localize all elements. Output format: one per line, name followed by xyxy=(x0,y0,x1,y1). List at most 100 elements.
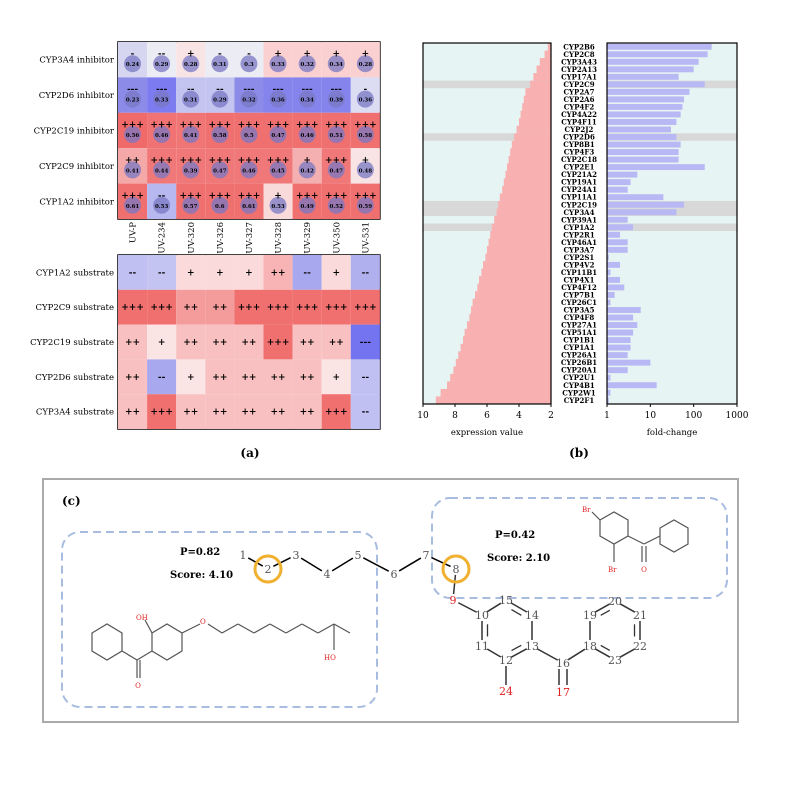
fold-change-bar xyxy=(607,126,672,133)
bond xyxy=(273,557,291,567)
inhibitor-cell-dot xyxy=(153,90,171,108)
substrate-cell-symbol: ++ xyxy=(183,338,198,348)
atom-label: 15 xyxy=(499,594,513,607)
inhibitor-cell-symbol: +++ xyxy=(209,156,232,166)
substrate-cell-symbol: +++ xyxy=(150,303,173,313)
inhibitor-cell-symbol: +++ xyxy=(209,121,232,131)
inhibitor-cell-dot xyxy=(269,196,287,214)
inhibitor-cell-value: 0.34 xyxy=(330,62,344,68)
fold-change-bar xyxy=(607,276,621,283)
inhibitor-cell-symbol: --- xyxy=(331,85,342,95)
gene-label: CYP4A22 xyxy=(561,110,597,119)
inhibitor-cell-symbol: + xyxy=(303,50,311,60)
fold-change-bar xyxy=(607,344,631,351)
fold-change-bar xyxy=(607,367,628,374)
substrate-cell xyxy=(118,324,148,360)
inhibitor-cell-symbol: +++ xyxy=(121,121,144,131)
inhibitor-cell-dot xyxy=(269,55,287,73)
gene-label: CYP3A4 xyxy=(563,208,594,217)
highlight-band xyxy=(423,133,551,141)
inhibitor-cell-symbol: - xyxy=(363,85,367,95)
expression-bar xyxy=(544,50,551,59)
fold-change-bar xyxy=(607,111,681,118)
atom-label: 13 xyxy=(525,640,539,653)
fold-change-bar xyxy=(607,149,679,156)
fold-change-bar xyxy=(607,397,609,404)
fold-change-bar xyxy=(607,73,679,80)
fold-change-bar xyxy=(607,224,634,231)
atom-label: 7 xyxy=(423,549,430,562)
inhibitor-cell-value: 0.48 xyxy=(359,168,373,174)
inhibitor-cell-symbol: +++ xyxy=(150,121,173,131)
inhibitor-cell-value: 0.59 xyxy=(359,204,373,210)
substrate-cell-symbol: ++ xyxy=(125,373,140,383)
substrate-cell-symbol: ++ xyxy=(300,373,315,383)
column-label: UV-326 xyxy=(216,222,226,254)
bond xyxy=(486,648,502,658)
fragment-atom-label: O xyxy=(200,618,206,626)
inhibitor-cell-dot xyxy=(124,126,142,143)
fold-change-bar xyxy=(607,119,677,125)
substrate-cell-symbol: ++ xyxy=(271,268,286,278)
fold-change-bar xyxy=(607,43,712,50)
substrate-cell xyxy=(118,394,148,429)
expression-bar xyxy=(479,276,551,284)
inhibitor-cell-value: 0.41 xyxy=(184,133,198,139)
fold-change-bar xyxy=(607,239,628,246)
substrate-cell xyxy=(205,255,235,290)
fragment-atom-label: Br xyxy=(582,506,591,514)
substrate-cell xyxy=(350,394,380,429)
inhibitor-cell-symbol: +++ xyxy=(354,121,377,131)
gene-label: CYP2E1 xyxy=(564,163,595,172)
fold-change-bar xyxy=(607,382,657,389)
gene-label: CYP2R1 xyxy=(563,230,595,239)
inhibitor-cell-symbol: + xyxy=(332,50,340,60)
fragment-bond xyxy=(285,623,303,634)
substrate-cell xyxy=(176,324,206,360)
gene-label: CYP2F1 xyxy=(564,396,595,405)
expression-bar xyxy=(458,351,551,360)
inhibitor-cell-dot xyxy=(327,161,345,179)
fold-change-bar xyxy=(607,216,628,223)
expression-bar xyxy=(496,208,551,217)
highlight-band xyxy=(423,223,551,232)
right-panel-frame xyxy=(606,42,738,405)
column-label: UV-234 xyxy=(158,222,168,254)
x-tick-label: 100 xyxy=(685,411,702,421)
substrate-cell-symbol: +++ xyxy=(296,303,319,313)
x-tick-label: 4 xyxy=(516,411,522,421)
bond xyxy=(567,648,586,661)
atom-label: 4 xyxy=(324,568,331,581)
expression-bar xyxy=(460,343,551,352)
fragment-bond xyxy=(207,623,223,634)
expression-bar xyxy=(469,313,551,322)
substrate-cell-symbol: -- xyxy=(362,408,370,418)
gene-label: CYP4B1 xyxy=(563,381,595,390)
inhibitor-cell-dot xyxy=(269,161,287,179)
substrate-cell xyxy=(263,394,293,429)
fold-change-bar xyxy=(607,359,651,366)
gene-label: CYP4X1 xyxy=(563,275,594,284)
atom-label: 22 xyxy=(633,640,647,653)
inhibitor-cell-dot xyxy=(356,126,374,143)
substrate-cell-symbol: + xyxy=(158,338,166,348)
substrate-cell-symbol: +++ xyxy=(267,303,290,313)
x-axis-label: fold-change xyxy=(647,428,698,438)
inhibitor-cell-value: 0.52 xyxy=(330,204,344,210)
fold-change-bar xyxy=(607,164,705,171)
substrate-cell xyxy=(321,289,351,325)
gene-label: CYP51A1 xyxy=(561,328,597,337)
fragment-bond xyxy=(144,619,153,634)
atom-label: 17 xyxy=(556,686,570,699)
right-p-value: P=0.42 xyxy=(495,530,535,541)
substrate-cell xyxy=(147,324,177,360)
x-tick-label: 8 xyxy=(452,411,458,421)
bond xyxy=(619,648,636,658)
inhibitor-cell-value: 0.39 xyxy=(184,168,198,174)
inhibitor-cell-symbol: +++ xyxy=(267,121,290,131)
substrate-cell xyxy=(205,324,235,360)
gene-label: CYP4V2 xyxy=(563,260,594,269)
substrate-cell xyxy=(147,359,177,395)
fragment-bond xyxy=(591,511,601,521)
